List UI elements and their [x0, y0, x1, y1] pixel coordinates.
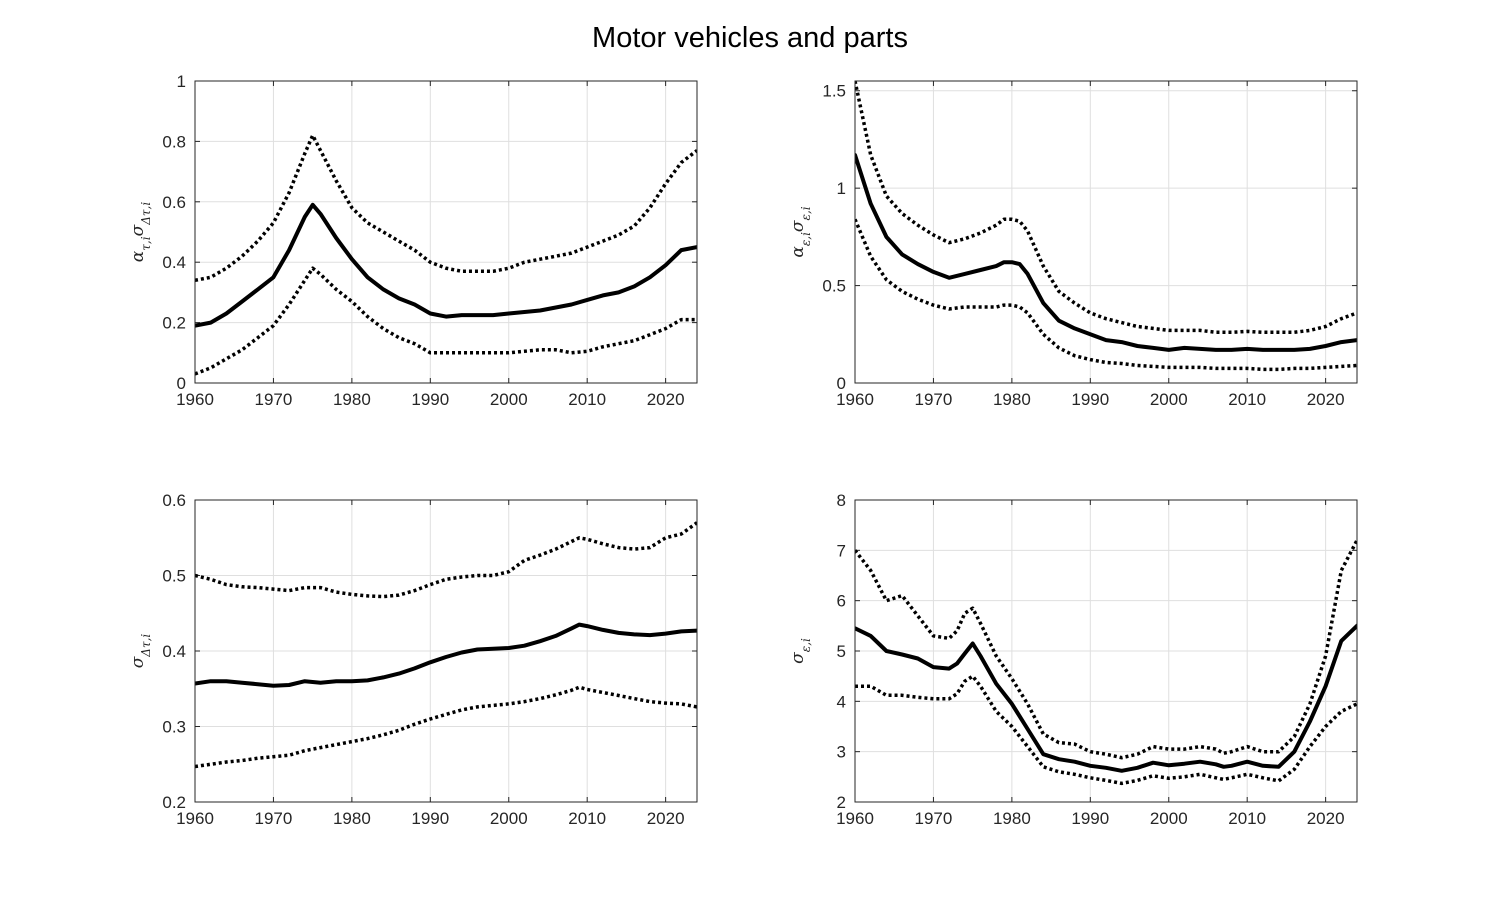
y-tick-label: 1 [837, 179, 846, 198]
x-tick-label: 2010 [568, 809, 606, 828]
axes-frame [854, 80, 1358, 384]
x-tick-label: 2000 [1150, 809, 1188, 828]
series-line-median [855, 153, 1357, 352]
y-tick-label: 6 [837, 592, 846, 611]
x-tick-label: 1960 [176, 390, 214, 409]
x-tick-label: 1990 [1071, 390, 1109, 409]
series-line-band-2 [855, 218, 1357, 372]
series-line-band-1 [195, 521, 697, 599]
y-tick-label: 5 [837, 642, 846, 661]
x-tick-label: 1960 [176, 809, 214, 828]
x-tick-label: 2020 [1307, 390, 1345, 409]
y-tick-label: 0.2 [162, 314, 186, 333]
axes-frame [194, 499, 698, 803]
x-tick-label: 1970 [255, 390, 293, 409]
series-line-band-1 [195, 133, 697, 283]
x-tick-label: 2020 [1307, 809, 1345, 828]
series-line-band-2 [855, 674, 1357, 786]
x-tick-label: 1970 [915, 390, 953, 409]
x-tick-label: 1990 [411, 809, 449, 828]
y-tick-label: 8 [837, 491, 846, 510]
series-line-band-1 [855, 539, 1357, 760]
series-line-median [855, 623, 1357, 773]
panel-bottom-right: 1960 1970 1980 1990 2000 2010 2020 2 3 4 5 6 7 8 σε,i [788, 491, 1358, 828]
y-tick-label: 0.3 [162, 718, 186, 737]
x-tick-label: 2020 [647, 809, 685, 828]
y-tick-label: 0.2 [162, 793, 186, 812]
x-tick-label: 1990 [411, 390, 449, 409]
x-tick-label: 1960 [836, 390, 874, 409]
series-line-median [195, 622, 697, 688]
panel-bottom-left: 1960 1970 1980 1990 2000 2010 2020 0.2 0.3 0.4 0.5… [128, 491, 698, 828]
x-tick-label: 2010 [568, 390, 606, 409]
y-tick-label: 0.6 [162, 491, 186, 510]
x-tick-label: 1980 [333, 390, 371, 409]
x-tick-label: 1970 [255, 809, 293, 828]
y-tick-label: 0.4 [162, 642, 186, 661]
x-tick-label: 1990 [1071, 809, 1109, 828]
x-tick-label: 2000 [490, 809, 528, 828]
y-axis-label: ατ,iσΔτ,i [128, 202, 153, 263]
x-tick-label: 2020 [647, 390, 685, 409]
x-tick-label: 1980 [993, 809, 1031, 828]
series-line-band-1 [855, 81, 1357, 335]
y-tick-label: 4 [837, 692, 846, 711]
x-tick-label: 1960 [836, 809, 874, 828]
series-line-median [195, 202, 697, 328]
y-axis-label: αε,iσε,i [788, 206, 813, 257]
y-tick-label: 0.5 [822, 277, 846, 296]
axes-frame [194, 80, 698, 384]
axes-frame [854, 499, 1358, 803]
x-tick-label: 2000 [1150, 390, 1188, 409]
y-tick-label: 0.5 [162, 567, 186, 586]
y-tick-label: 1.5 [822, 82, 846, 101]
y-tick-label: 0.6 [162, 193, 186, 212]
y-tick-label: 0 [837, 374, 846, 393]
x-tick-label: 1980 [993, 390, 1031, 409]
x-tick-label: 2000 [490, 390, 528, 409]
panel-top-left: 1960 1970 1980 1990 2000 2010 2020 0 0.2 0.4 0.6 0.… [128, 72, 698, 409]
y-axis-label: σε,i [788, 638, 813, 664]
x-tick-label: 2010 [1228, 809, 1266, 828]
y-tick-label: 2 [837, 793, 846, 812]
y-tick-label: 0.8 [162, 132, 186, 151]
y-tick-label: 1 [177, 72, 186, 91]
panel-top-right: 1960 1970 1980 1990 2000 2010 2020 0 0.5 1 1.5 αε,i… [788, 80, 1358, 409]
x-tick-label: 1970 [915, 809, 953, 828]
y-tick-label: 7 [837, 541, 846, 560]
plot-area [195, 81, 697, 383]
series-line-band-2 [195, 685, 697, 769]
y-tick-label: 3 [837, 743, 846, 762]
x-tick-label: 1980 [333, 809, 371, 828]
y-tick-label: 0 [177, 374, 186, 393]
figure-title: Motor vehicles and parts [592, 22, 908, 54]
y-tick-label: 0.4 [162, 253, 186, 272]
y-axis-label: σΔτ,i [128, 634, 153, 669]
x-tick-label: 2010 [1228, 390, 1266, 409]
